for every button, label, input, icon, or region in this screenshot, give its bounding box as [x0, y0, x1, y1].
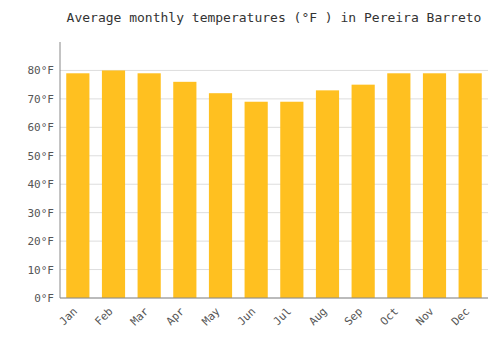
bar — [138, 73, 161, 298]
x-tick-label: Jan — [57, 305, 80, 328]
bar — [316, 90, 339, 298]
bar — [173, 82, 196, 298]
bar — [245, 102, 268, 298]
x-tick-label: Apr — [164, 305, 188, 329]
x-tick-label: Feb — [92, 305, 115, 328]
bar — [387, 73, 410, 298]
x-tick-label: Dec — [449, 305, 472, 328]
grid-line — [60, 298, 488, 299]
y-tick-label: 0°F — [34, 292, 54, 305]
x-tick-label: Jul — [271, 305, 294, 328]
x-tick-label: May — [199, 305, 223, 329]
x-tick-label: Aug — [306, 305, 329, 328]
x-tick-label: Mar — [128, 305, 152, 329]
bars — [66, 70, 482, 298]
y-tick-label: 80°F — [28, 64, 55, 77]
bar — [209, 93, 232, 298]
chart: Average monthly temperatures (°F ) in Pe… — [0, 0, 500, 350]
y-axis-line — [60, 42, 61, 298]
x-tick-label: Oct — [378, 305, 401, 328]
bar — [102, 70, 125, 298]
bar — [423, 73, 446, 298]
x-axis-line — [60, 298, 488, 299]
bar — [352, 85, 375, 298]
y-tick-label: 10°F — [28, 264, 55, 277]
bar — [459, 73, 482, 298]
bar — [66, 73, 89, 298]
x-tick-label: Jun — [235, 305, 258, 328]
y-tick-label: 30°F — [28, 207, 55, 220]
y-tick-label: 20°F — [28, 235, 55, 248]
x-tick-label: Sep — [342, 305, 365, 328]
bar — [280, 102, 303, 298]
x-tick-label: Nov — [413, 305, 437, 329]
title: Average monthly temperatures (°F ) in Pe… — [67, 10, 482, 25]
y-tick-label: 70°F — [28, 93, 55, 106]
y-tick-label: 60°F — [28, 121, 55, 134]
chart-container: Average monthly temperatures (°F ) in Pe… — [0, 0, 500, 350]
y-tick-label: 50°F — [28, 150, 55, 163]
grid — [60, 70, 488, 298]
y-tick-label: 40°F — [28, 178, 55, 191]
